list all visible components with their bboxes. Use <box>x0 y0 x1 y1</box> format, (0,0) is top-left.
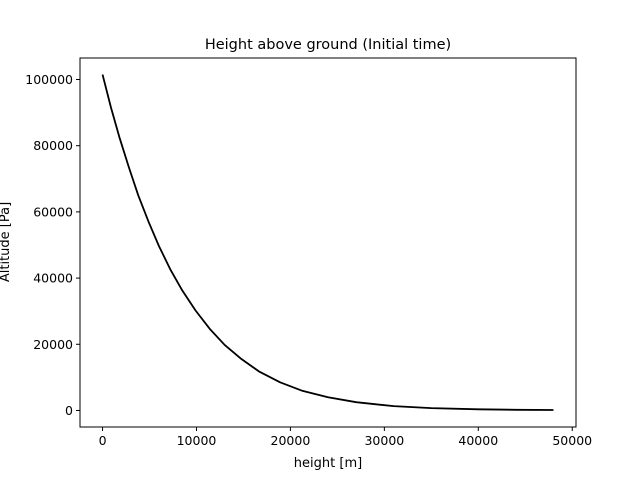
x-axis-label: height [m] <box>294 456 362 471</box>
plot-series <box>101 74 554 411</box>
y-tick-label: 60000 <box>33 204 73 219</box>
axis-ticks: 0 10000 20000 30000 40000 50000 0 20000 40000 600… <box>25 72 592 448</box>
y-tick-label: 0 <box>65 403 73 418</box>
x-tick-label: 40000 <box>458 433 498 448</box>
y-tick-label: 20000 <box>33 337 73 352</box>
x-tick-label: 0 <box>99 433 107 448</box>
x-tick-label: 20000 <box>271 433 311 448</box>
y-tick-label: 100000 <box>25 72 73 87</box>
x-tick-label: 10000 <box>177 433 217 448</box>
x-tick-label: 30000 <box>364 433 404 448</box>
x-tick-label: 50000 <box>552 433 592 448</box>
chart-title: Height above ground (Initial time) <box>205 37 451 53</box>
y-tick-label: 40000 <box>33 271 73 286</box>
series-line <box>101 74 554 411</box>
y-axis-label: Altitude [Pa] <box>0 202 13 282</box>
plot-area-frame <box>79 57 577 428</box>
y-tick-label: 80000 <box>33 138 73 153</box>
